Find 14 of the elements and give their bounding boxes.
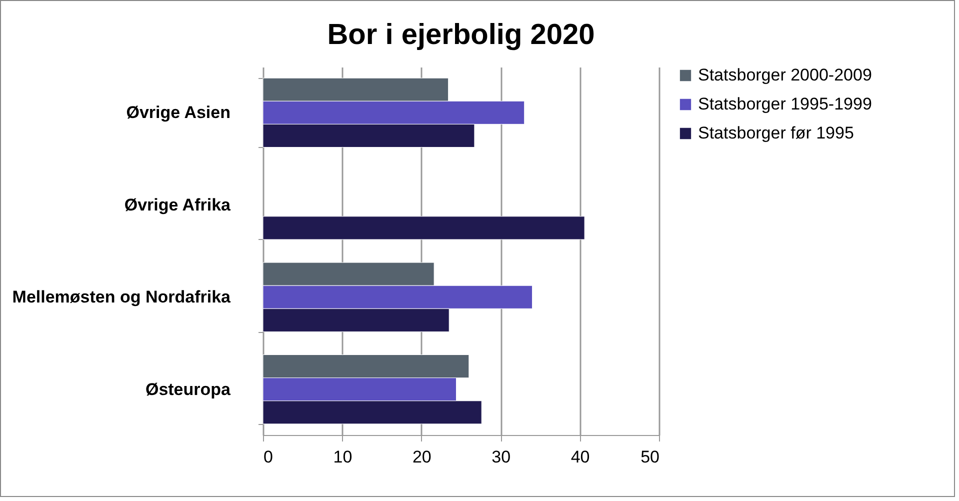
x-tick-label: 20 (412, 448, 432, 466)
x-tick-label: 40 (570, 448, 590, 466)
y-tick-label: Østeuropa (145, 380, 232, 399)
y-tick-label: Øvrige Afrika (124, 195, 232, 214)
legend-label: Statsborger 1995-1999 (698, 94, 872, 114)
legend-label: Statsborger før 1995 (698, 124, 854, 142)
x-tick-label: 0 (264, 448, 273, 466)
x-tick-label: 10 (333, 448, 352, 466)
y-tick-label: Øvrige Asien (126, 103, 230, 122)
x-tick-label: 50 (640, 448, 660, 466)
y-tick-label: Mellemøsten og Nordafrika (12, 288, 232, 307)
chart-title: Bor i ejerbolig 2020 (327, 19, 595, 51)
legend-label: Statsborger 2000-2009 (698, 66, 872, 84)
x-tick-label: 30 (492, 448, 511, 466)
